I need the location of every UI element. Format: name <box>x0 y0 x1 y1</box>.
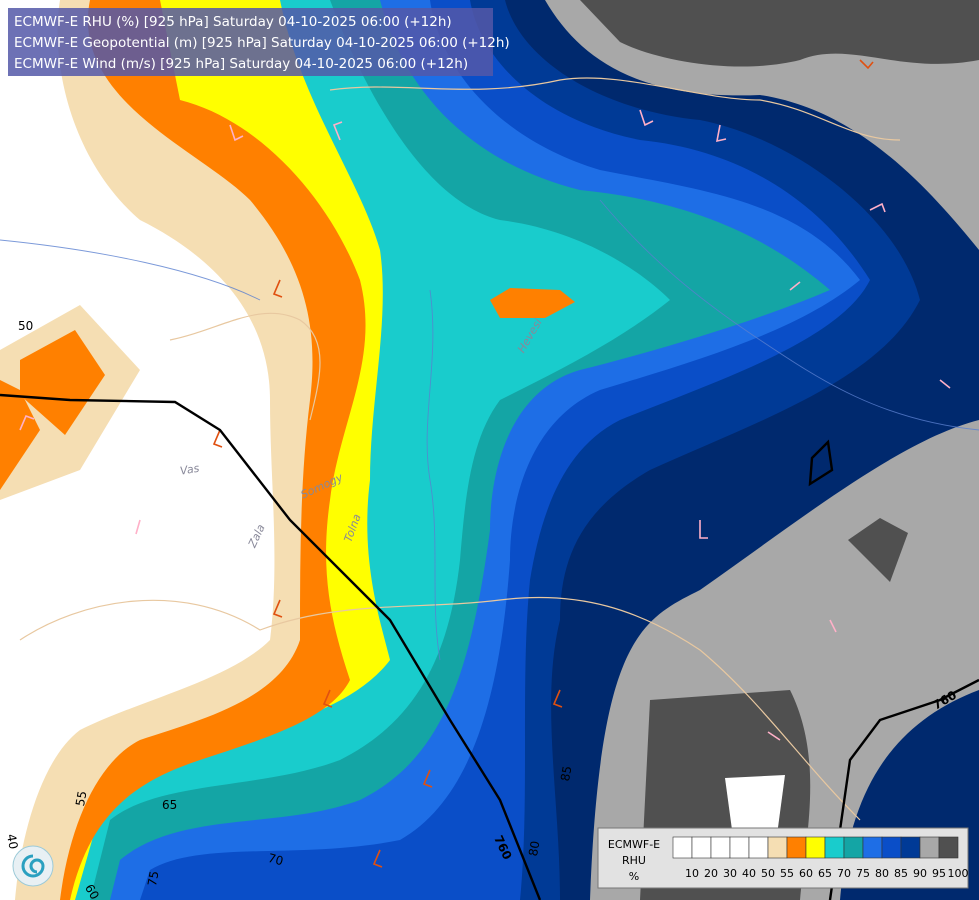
borders <box>0 77 979 821</box>
legend-label: 70 <box>837 867 851 880</box>
legend-swatch <box>672 836 693 859</box>
legend-label: 60 <box>799 867 813 880</box>
band-55 <box>0 380 40 490</box>
contour-label: 75 <box>145 870 161 887</box>
band-100 <box>848 518 908 582</box>
legend-label: 75 <box>856 867 870 880</box>
contour-label: 85 <box>558 765 574 782</box>
wind-barb <box>212 59 874 868</box>
legend-swatch <box>824 836 845 859</box>
contour-label: 80 <box>526 840 542 857</box>
logo-mark <box>12 845 54 887</box>
legend-label: 95 <box>932 867 946 880</box>
wind-barb <box>19 109 951 741</box>
legend-label: 40 <box>742 867 756 880</box>
geopotential-contour <box>828 678 979 900</box>
band-100 <box>580 0 979 67</box>
legend-label: 10 <box>685 867 699 880</box>
legend-variable: RHU <box>622 854 646 867</box>
contour-label: 65 <box>162 798 177 812</box>
contour-label: 55 <box>73 790 89 807</box>
river <box>0 239 261 301</box>
wind-barbs <box>19 59 951 868</box>
logo-mark <box>21 854 45 878</box>
legend-label: 30 <box>723 867 737 880</box>
geopotential <box>0 393 979 900</box>
legend-label: 55 <box>780 867 794 880</box>
legend-swatch <box>691 836 712 859</box>
legend-label: 85 <box>894 867 908 880</box>
contour-label: 70 <box>266 851 284 868</box>
river <box>426 289 441 661</box>
legend-swatch <box>710 836 731 859</box>
legend-label: 50 <box>761 867 775 880</box>
legend-swatch <box>881 836 902 859</box>
legend-swatch <box>862 836 883 859</box>
contour-label: 50 <box>18 319 33 333</box>
legend-swatch <box>843 836 864 859</box>
geopotential-contour <box>0 393 542 900</box>
legend-swatch <box>938 836 959 859</box>
contour-label: 40 <box>4 833 20 850</box>
header: ECMWF-E RHU (%) [925 hPa] Saturday 04-10… <box>8 8 510 76</box>
legend-label: 100 <box>948 867 969 880</box>
contour-label: 60 <box>82 882 102 900</box>
band-55 <box>20 330 105 435</box>
place-label: Vas <box>179 462 201 478</box>
legend-swatch <box>919 836 940 859</box>
legend-swatch <box>729 836 750 859</box>
border <box>329 77 901 141</box>
header-box <box>8 8 493 76</box>
border <box>169 312 321 421</box>
header-line: ECMWF-E Wind (m/s) [925 hPa] Saturday 04… <box>14 56 468 72</box>
legend-swatch <box>900 836 921 859</box>
legend-label: 80 <box>875 867 889 880</box>
logo <box>12 845 54 887</box>
legend-title: ECMWF-E <box>608 838 660 851</box>
legend-label: 90 <box>913 867 927 880</box>
legend: ECMWF-E RHU % 10 20 30 40 50 55 60 65 70 75 80 85 90… <box>597 827 969 889</box>
band-55 <box>490 288 575 318</box>
legend-swatch <box>805 836 826 859</box>
river <box>599 199 979 431</box>
header-line: ECMWF-E Geopotential (m) [925 hPa] Satur… <box>14 35 510 51</box>
border <box>19 596 861 821</box>
legend-swatch <box>786 836 807 859</box>
legend-label: 65 <box>818 867 832 880</box>
band-low <box>0 0 275 900</box>
header-line: ECMWF-E RHU (%) [925 hPa] Saturday 04-10… <box>14 14 452 30</box>
geopotential-contour <box>808 439 834 487</box>
legend-unit: % <box>629 870 639 883</box>
legend-label: 20 <box>704 867 718 880</box>
legend-swatch <box>767 836 788 859</box>
legend-swatch <box>748 836 769 859</box>
